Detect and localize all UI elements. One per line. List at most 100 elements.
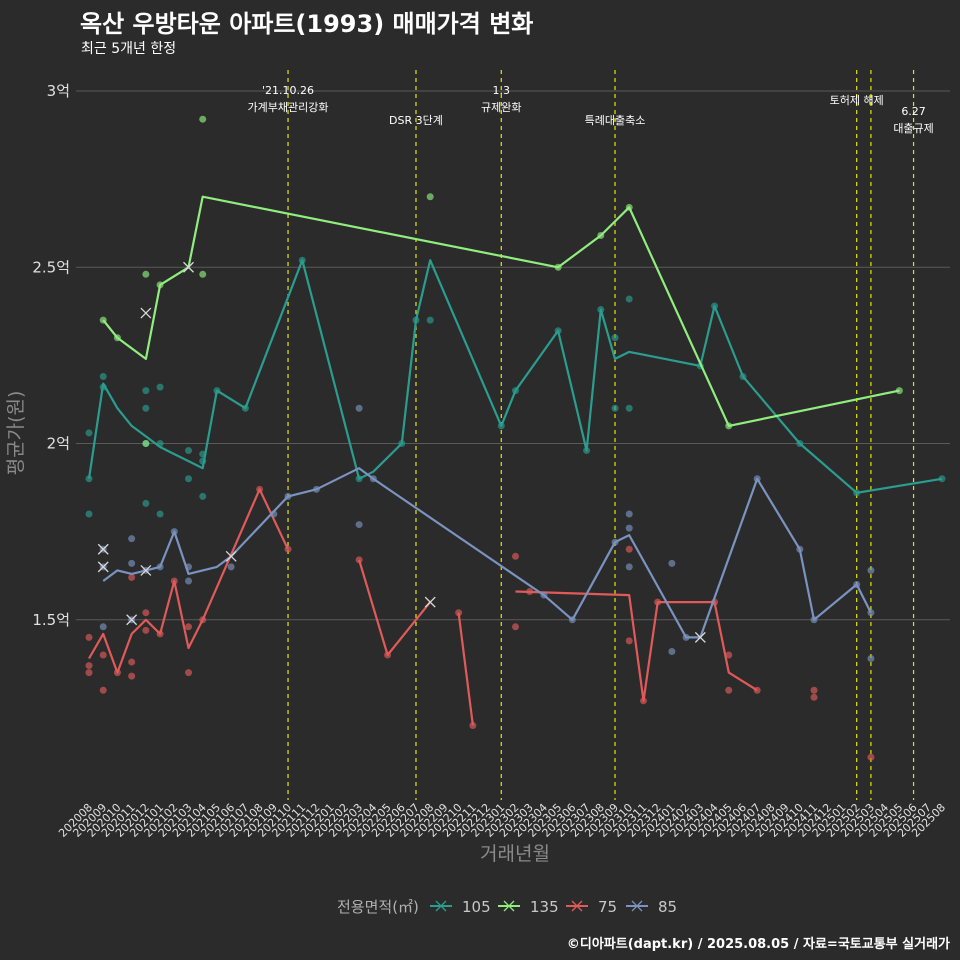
series-75-point: [156, 630, 164, 638]
series-75-point: [654, 598, 662, 606]
series-75-point: [810, 686, 818, 694]
series-75-point: [725, 686, 733, 694]
series-85-cross: [97, 561, 109, 573]
series-135-point: [99, 316, 107, 324]
series-105-point: [85, 475, 93, 483]
series-75-point: [455, 609, 463, 617]
event-label: 가계부채관리강화: [248, 101, 329, 114]
series-75-cross: [424, 596, 436, 608]
series-105-point: [156, 440, 164, 447]
event-label: 특례대출축소: [585, 114, 646, 127]
series-105-point: [99, 383, 107, 391]
series-75-point: [526, 588, 534, 596]
event-label: 토허제 해제: [830, 93, 884, 107]
series-135-point: [113, 334, 121, 342]
series-85-point: [625, 510, 633, 518]
series-85-point: [284, 492, 292, 500]
event-label: 규제완화: [481, 101, 521, 114]
legend-title: 전용면적(㎡): [337, 898, 419, 916]
series-85-point: [867, 609, 875, 617]
series-75-line: [457, 612, 474, 726]
series-105-point: [199, 457, 207, 465]
series-85-point: [355, 521, 363, 529]
series-75-point: [625, 545, 633, 553]
series-75-point: [725, 651, 733, 659]
legend-item-label: 85: [658, 898, 677, 916]
legend-key-cross: [435, 900, 447, 912]
series-105-point: [298, 256, 306, 264]
series-105-point: [185, 475, 193, 483]
series-75-point: [99, 651, 107, 659]
y-tick-label: 3억: [47, 82, 70, 100]
series-75-point: [85, 633, 93, 641]
series-85-point: [867, 566, 875, 574]
series-85-cross: [126, 614, 138, 626]
series-85-point: [611, 538, 619, 546]
series-75-point: [753, 686, 761, 694]
series-135-point: [554, 263, 562, 271]
y-tick-label: 2억: [47, 435, 70, 453]
series-135-point: [142, 270, 150, 278]
series-85-point: [355, 404, 363, 412]
series-85-cross: [140, 564, 152, 576]
series-75-point: [284, 545, 292, 553]
series-75-line: [515, 590, 758, 702]
series-75-point: [512, 552, 519, 560]
chart-title: 옥산 우방타운 아파트(1993) 매매가격 변화: [80, 10, 534, 38]
series-105-point: [611, 334, 619, 342]
series-85-point: [668, 559, 676, 567]
series-135-point: [895, 387, 903, 395]
series-85-cross: [97, 543, 109, 555]
y-tick-label: 1.5억: [32, 611, 70, 629]
series-75-point: [142, 626, 150, 634]
series-105-point: [99, 373, 107, 381]
series-105-point: [583, 447, 591, 455]
series-75-point: [128, 658, 136, 666]
series-75-point: [185, 623, 193, 631]
series-105-point: [241, 404, 249, 412]
series-105-point: [853, 489, 861, 497]
series-105-point: [85, 429, 93, 437]
legend-item-label: 135: [530, 898, 559, 916]
series-75-point: [384, 651, 392, 659]
series-85-point: [369, 475, 377, 483]
series-105-point: [185, 447, 193, 455]
series-105-point: [199, 492, 207, 500]
x-axis-title: 거래년월: [480, 843, 550, 865]
series-105-point: [412, 316, 420, 324]
series-135-point: [725, 422, 733, 430]
series-75-point: [85, 669, 93, 677]
series-75-point: [170, 577, 178, 585]
series-75-point: [113, 669, 121, 677]
legend-key-cross: [631, 900, 643, 912]
series-135-point: [199, 270, 207, 278]
series-75-point: [85, 662, 93, 670]
series-135-point: [142, 440, 150, 447]
event-label: 6.27: [901, 105, 926, 118]
series-85-point: [128, 559, 136, 567]
series-105-point: [199, 450, 207, 458]
series-75-point: [199, 616, 207, 624]
series-105-point: [426, 316, 434, 324]
legend-item-label: 105: [462, 898, 491, 916]
series-135-cross: [183, 261, 194, 273]
series-135-line: [102, 195, 900, 427]
event-label: 대출규제: [893, 122, 933, 135]
event-label: 1.3: [493, 84, 511, 97]
series-85-point: [668, 647, 676, 655]
series-85-point: [156, 563, 164, 571]
series-105-point: [142, 499, 150, 507]
series-105-point: [625, 404, 633, 412]
y-tick-label: 2.5억: [32, 258, 70, 276]
series-85-point: [540, 591, 548, 599]
series-105-point: [597, 306, 605, 314]
series-85-point: [853, 581, 861, 588]
event-label: '21.10.26: [262, 84, 314, 97]
series-85-point: [568, 616, 576, 624]
legend-key-cross: [571, 900, 583, 912]
series-85-point: [625, 563, 633, 571]
series-85-cross: [140, 307, 152, 319]
series-135-point: [199, 115, 207, 123]
series-75-point: [185, 669, 193, 677]
